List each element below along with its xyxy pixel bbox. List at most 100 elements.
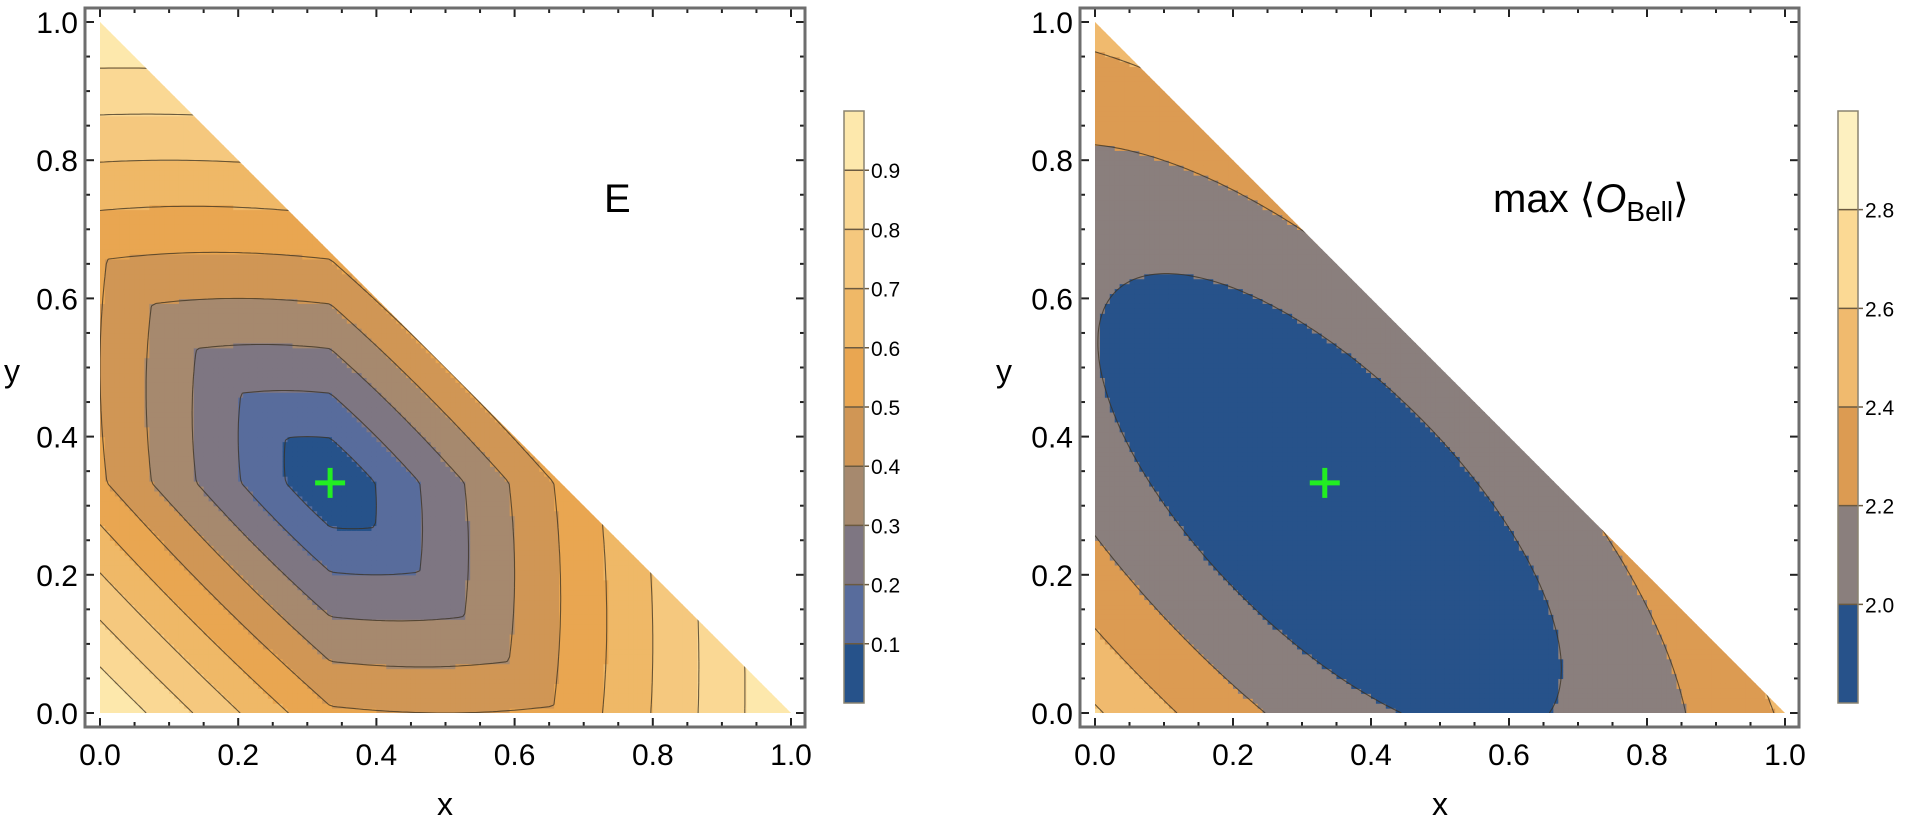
contour-cell — [302, 703, 308, 709]
contour-cell — [104, 589, 111, 596]
contour-cell — [104, 219, 111, 225]
contour-cell — [183, 643, 190, 650]
contour-cell — [114, 96, 121, 102]
contour-cell — [272, 668, 279, 675]
contour-cell — [272, 411, 279, 418]
contour-cell — [282, 337, 289, 344]
contour-cell — [154, 125, 160, 132]
contour-cell — [233, 273, 239, 280]
contour-cell — [282, 209, 289, 216]
contour-cell — [218, 584, 224, 591]
contour-cell — [243, 471, 249, 477]
contour-cell — [238, 175, 244, 181]
contour-cell — [203, 308, 210, 314]
contour-cell — [183, 456, 190, 462]
contour-cell — [114, 204, 121, 211]
contour-cell — [139, 510, 146, 517]
contour-cell — [302, 555, 308, 561]
contour-cell — [134, 382, 141, 388]
contour-cell — [169, 629, 175, 635]
contour-cell — [248, 165, 254, 171]
contour-cell — [114, 550, 121, 556]
contour-cell — [124, 105, 131, 112]
contour-cell — [149, 115, 155, 122]
contour-cell — [100, 540, 106, 546]
contour-cell — [213, 416, 220, 423]
contour-cell — [277, 688, 284, 694]
contour-cell — [218, 673, 224, 680]
contour-cell — [248, 313, 254, 319]
contour-cell — [272, 318, 279, 324]
contour-cell — [100, 140, 106, 146]
contour-cell — [169, 387, 175, 393]
contour-cell — [109, 66, 116, 72]
contour-cell — [134, 584, 141, 591]
contour-cell — [228, 224, 234, 230]
contour-cell — [208, 411, 215, 418]
contour-cell — [248, 683, 254, 689]
contour-cell — [119, 96, 126, 102]
contour-cell — [203, 372, 210, 378]
contour-cell — [292, 214, 299, 221]
contour-cell — [248, 461, 254, 467]
contour-cell — [223, 278, 229, 285]
contour-cell — [139, 140, 146, 146]
contour-cell — [238, 377, 244, 383]
contour-cell — [174, 525, 180, 531]
contour-cell — [129, 115, 136, 122]
contour-cell — [183, 599, 190, 606]
contour-cell — [109, 406, 116, 413]
contour-cell — [119, 352, 126, 359]
contour-cell — [228, 184, 234, 191]
contour-cell — [149, 658, 155, 665]
contour-cell — [139, 466, 146, 472]
contour-cell — [139, 61, 146, 68]
contour-cell — [233, 421, 239, 428]
contour-cell — [100, 500, 106, 507]
contour-cell — [129, 678, 136, 684]
contour-cell — [159, 372, 165, 378]
contour-cell — [292, 668, 299, 675]
contour-cell — [203, 525, 210, 531]
contour-cell — [129, 619, 136, 625]
contour-cell — [159, 461, 165, 467]
contour-cell — [277, 362, 284, 369]
contour-cell — [208, 244, 215, 250]
contour-cell — [287, 471, 294, 477]
contour-cell — [154, 150, 160, 156]
contour-cell — [164, 110, 170, 117]
contour-cell — [267, 515, 274, 522]
contour-cell — [282, 589, 289, 596]
contour-cell — [203, 362, 210, 369]
contour-cell — [183, 461, 190, 467]
contour-cell — [124, 431, 131, 438]
contour-cell — [109, 673, 116, 680]
contour-cell — [104, 658, 111, 665]
contour-cell — [174, 668, 180, 675]
contour-cell — [193, 313, 200, 319]
contour-cell — [100, 708, 106, 713]
contour-cell — [129, 530, 136, 536]
contour-cell — [178, 249, 185, 255]
contour-cell — [257, 184, 264, 191]
contour-cell — [213, 362, 220, 369]
contour-cell — [164, 179, 170, 186]
contour-cell — [154, 505, 160, 512]
contour-cell — [109, 599, 116, 606]
contour-cell — [119, 535, 126, 541]
contour-cell — [248, 703, 254, 709]
contour-cell — [164, 584, 170, 591]
contour-cell — [262, 589, 269, 596]
contour-cell — [287, 392, 294, 398]
contour-cell — [257, 249, 264, 255]
contour-cell — [262, 288, 269, 295]
contour-cell — [188, 436, 195, 443]
contour-cell — [129, 194, 136, 201]
contour-cell — [164, 362, 170, 369]
contour-cell — [124, 658, 131, 665]
contour-cell — [144, 328, 150, 334]
contour-cell — [208, 328, 215, 334]
contour-cell — [257, 609, 264, 615]
contour-cell — [193, 184, 200, 191]
contour-cell — [253, 328, 259, 334]
